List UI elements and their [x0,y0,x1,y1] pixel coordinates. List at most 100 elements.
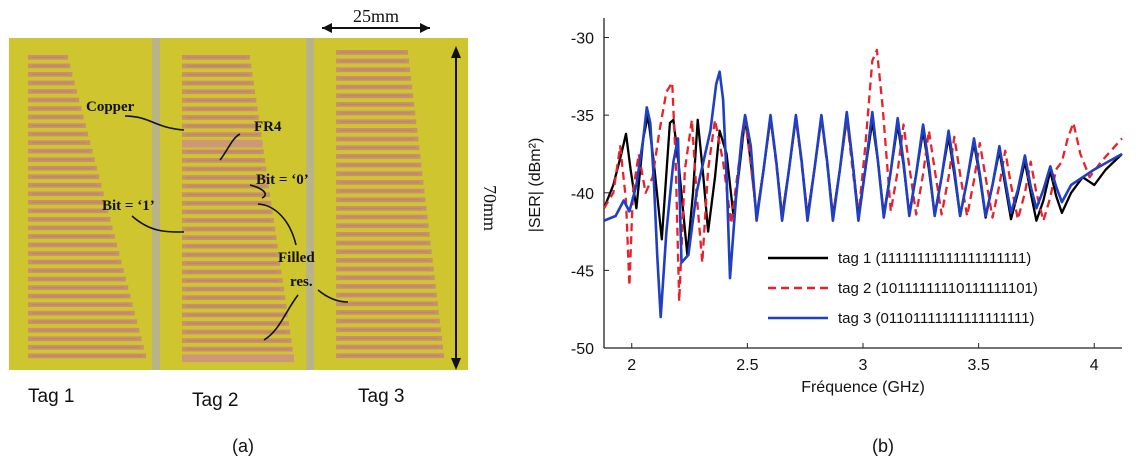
filled-resonator [182,354,294,363]
height-dimension-label: 70mm [480,185,500,231]
resonator-bar [28,302,133,307]
resonator-bar [182,269,282,275]
resonator-bar [336,188,425,194]
resonator-slot [32,210,105,212]
legend-box [762,240,1124,330]
resonator-slot [340,60,406,62]
resonator-slot [186,271,278,273]
resonator-bar [28,157,95,163]
bit1-leader [131,215,185,233]
filled-leader-3 [317,289,349,303]
resonator-slot [186,288,280,290]
resonator-slot [340,337,438,339]
width-dimension: 25mm [322,6,430,33]
substrate-gap-1 [152,38,160,370]
resonator-slot [340,181,420,183]
resonator-slot [32,261,118,263]
resonator-bar [182,286,284,292]
resonator-bar [182,261,281,266]
resonator-slot [32,312,131,314]
resonator-bar [182,89,256,95]
resonator-bar [182,252,279,258]
resonator-slot [340,95,410,97]
resonator-bar [28,148,93,154]
resonator-slot [186,322,285,325]
resonator-slot [340,311,435,313]
resonator-slot [186,134,258,136]
resonator-bar [182,97,257,103]
resonator-slot [186,82,250,84]
resonator-bar [336,223,429,229]
resonator-bar [182,200,272,206]
resonator-slot [32,287,125,289]
resonator-bar [336,249,432,255]
resonator-bar [336,206,427,211]
resonator-slot [186,314,284,316]
resonator-bar [336,197,426,203]
chart-ticks: 2 2.5 3 3.5 4 -30 -35 -40 -45 -50 [571,31,1099,374]
copper-label: Copper [86,99,135,115]
resonator-bar [182,243,278,249]
resonator-bar [182,312,288,318]
resonator-bar [28,310,135,316]
resonator-bar [182,218,274,223]
resonator-slot [340,294,433,296]
resonator-slot [340,303,434,305]
resonator-slot [186,65,248,67]
legend-label-tag-3: tag 3 (01101111111111111111) [838,310,1035,327]
resonator-bar [336,180,424,185]
resonator-slot [32,355,142,357]
resonator-bar [336,318,440,324]
resonator-bar [28,89,77,94]
resonator-bar [336,102,415,107]
resonator-slot [32,167,93,169]
resonator-bar [28,80,75,86]
filled-resonator [182,139,263,148]
resonator-slot [32,82,71,84]
resonator-slot [32,338,138,340]
resonator-slot [32,218,107,220]
y-tick-label: -45 [571,263,594,280]
y-tick-label: -40 [571,186,594,203]
series-line-tag-3 [604,70,1123,319]
resonator-bar [336,50,408,55]
resonator-slot [32,304,129,306]
x-tick-label: 2.5 [736,357,758,374]
resonator-bar [182,72,253,77]
resonator-bar [28,208,109,214]
resonator-bar [336,67,411,73]
resonator-bar [28,259,122,265]
resonator-slot [32,278,122,280]
fr4-leader [219,133,241,161]
resonator-slot [340,216,424,218]
width-dimension-label: 25mm [353,6,399,26]
resonator-slot [32,269,120,272]
resonator-slot [32,227,109,229]
x-axis-label: Fréquence (GHz) [801,379,925,396]
resonator-slot [340,268,430,270]
resonator-bar [182,303,287,309]
tag-3-resonators [336,50,444,359]
resonator-bar [336,327,441,333]
resonator-bar [28,140,91,145]
panel-b: 2 2.5 3 3.5 4 -30 -35 -40 -45 -50 tag 1 (11111111… [500,0,1143,465]
resonator-bar [182,321,289,326]
series-line-tag-2 [604,48,1123,303]
resonator-bar [28,327,140,333]
resonator-bar [336,58,410,64]
resonator-bar [28,251,120,256]
tag-3-label: Tag 3 [358,386,405,407]
resonator-slot [340,155,417,157]
resonator-slot [32,159,91,161]
resonator-slot [186,159,262,161]
resonator-slot [340,112,412,114]
resonator-bar [336,119,417,125]
res-label: res. [290,274,313,290]
resonator-bar [336,162,422,168]
resonator-slot [186,279,279,282]
resonator-bar [28,336,142,342]
chart-series [604,48,1123,319]
resonator-bar [28,123,86,128]
resonator-slot [32,73,69,75]
resonator-bar [28,106,82,111]
